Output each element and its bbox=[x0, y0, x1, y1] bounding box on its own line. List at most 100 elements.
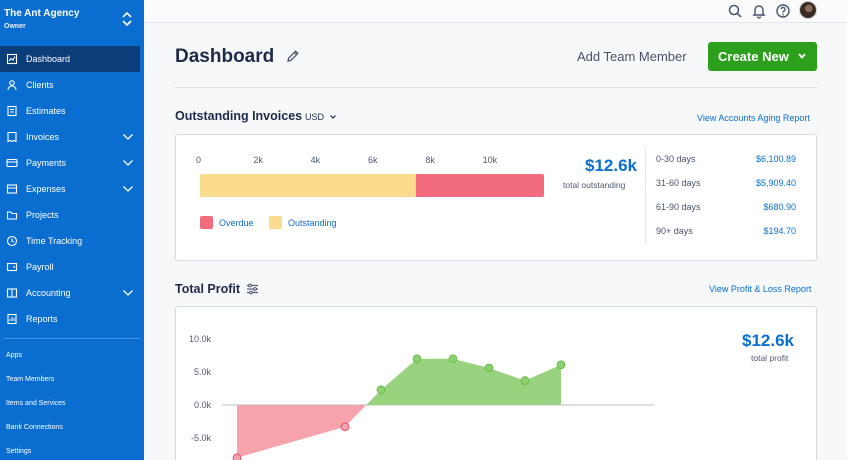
sidebar-item-label: Dashboard bbox=[26, 54, 71, 64]
aging-divider bbox=[645, 147, 646, 243]
invoice-axis-tick: 8k bbox=[425, 155, 435, 165]
legend-overdue-label: Overdue bbox=[219, 217, 254, 228]
y-tick-label: 5.0k bbox=[194, 367, 212, 377]
total-outstanding-caption: total outstanding bbox=[563, 180, 626, 190]
top-bar bbox=[144, 0, 847, 23]
sidebar-item-projects[interactable]: Projects bbox=[0, 202, 144, 228]
total-outstanding-value: $12.6k bbox=[585, 156, 637, 175]
sidebar-item-label: Invoices bbox=[26, 132, 60, 142]
aging-row[interactable]: 31-60 days $5,909.40 bbox=[656, 178, 796, 192]
legend-outstanding-label: Outstanding bbox=[288, 217, 337, 228]
sidebar-subitem-team-members[interactable]: Team Members bbox=[6, 375, 55, 383]
sidebar-item-expenses[interactable]: Expenses bbox=[0, 176, 144, 202]
profit-loss-report-link[interactable]: View Profit & Loss Report bbox=[709, 284, 812, 294]
sidebar-item-label: Accounting bbox=[26, 288, 71, 298]
aging-row[interactable]: 90+ days $194.70 bbox=[656, 226, 796, 240]
outstanding-segment[interactable] bbox=[200, 174, 417, 197]
profit-data-point[interactable] bbox=[340, 422, 350, 432]
currency-label: USD bbox=[305, 112, 325, 122]
outstanding-swatch bbox=[269, 216, 282, 229]
aging-period: 90+ days bbox=[656, 226, 693, 236]
bell-icon[interactable] bbox=[751, 3, 767, 19]
chevron-up-down-icon[interactable] bbox=[120, 11, 134, 27]
main-content: Dashboard Add Team Member Create New Out… bbox=[144, 23, 847, 460]
sidebar-item-invoices[interactable]: Invoices bbox=[0, 124, 144, 150]
aging-amount: $680.90 bbox=[763, 202, 796, 212]
sidebar-subitem-settings[interactable]: Settings bbox=[6, 447, 32, 455]
profit-area bbox=[366, 358, 561, 405]
sidebar-item-label: Clients bbox=[26, 80, 54, 90]
profit-data-point[interactable] bbox=[448, 354, 458, 364]
clock-icon bbox=[6, 235, 18, 247]
search-icon[interactable] bbox=[727, 3, 743, 19]
sidebar-item-label: Projects bbox=[26, 210, 59, 220]
outstanding-invoices-title: Outstanding Invoices bbox=[175, 109, 303, 123]
sidebar-subitem-items-and-services[interactable]: Items and Services bbox=[6, 399, 66, 407]
currency-selector[interactable]: USD bbox=[305, 112, 337, 122]
header-divider bbox=[175, 87, 817, 88]
sidebar-nav: Dashboard Clients Estimates Invoices Payment… bbox=[0, 46, 144, 460]
sidebar-item-payments[interactable]: Payments bbox=[0, 150, 144, 176]
report-icon bbox=[7, 313, 17, 325]
aging-period: 61-90 days bbox=[656, 202, 701, 212]
invoice-axis-tick: 2k bbox=[253, 155, 263, 165]
aging-row[interactable]: 61-90 days $680.90 bbox=[656, 202, 796, 216]
y-tick-label: -5.0k bbox=[191, 433, 212, 443]
credit-card-icon bbox=[6, 158, 18, 168]
chevron-down-icon bbox=[798, 53, 806, 59]
overdue-segment[interactable] bbox=[416, 174, 544, 197]
accounts-aging-report-link[interactable]: View Accounts Aging Report bbox=[697, 113, 810, 123]
sidebar-subitem-apps[interactable]: Apps bbox=[6, 351, 22, 359]
sidebar-item-estimates[interactable]: Estimates bbox=[0, 98, 144, 124]
aging-amount: $6,100.89 bbox=[755, 154, 796, 164]
ledger-icon bbox=[6, 288, 18, 298]
chevron-down-icon[interactable] bbox=[122, 132, 134, 142]
pencil-icon[interactable] bbox=[286, 49, 300, 63]
users-icon bbox=[7, 80, 17, 91]
invoice-axis-tick: 0 bbox=[196, 155, 202, 165]
add-team-member-link[interactable]: Add Team Member bbox=[577, 49, 687, 64]
help-icon[interactable] bbox=[775, 3, 791, 19]
profit-data-point[interactable] bbox=[484, 363, 494, 373]
profit-data-point[interactable] bbox=[412, 354, 422, 364]
sidebar-item-label: Payments bbox=[26, 158, 67, 168]
aging-row[interactable]: 0-30 days $6,100.89 bbox=[656, 154, 796, 168]
sidebar-item-label: Payroll bbox=[26, 262, 54, 272]
receipt-icon bbox=[6, 184, 18, 194]
chevron-down-icon[interactable] bbox=[122, 288, 134, 298]
document-icon bbox=[7, 105, 17, 117]
user-role: Owner bbox=[4, 23, 26, 30]
legend-outstanding: Outstanding bbox=[269, 216, 337, 229]
profit-data-point[interactable] bbox=[376, 385, 386, 395]
invoice-axis-tick: 6k bbox=[368, 155, 378, 165]
profit-data-point[interactable] bbox=[520, 376, 530, 385]
sidebar-subitem-bank-connections[interactable]: Bank Connections bbox=[6, 423, 63, 431]
chevron-down-icon[interactable] bbox=[122, 184, 134, 194]
profit-data-point[interactable] bbox=[232, 453, 242, 460]
sidebar-item-time-tracking[interactable]: Time Tracking bbox=[0, 228, 144, 254]
folder-icon bbox=[6, 211, 18, 220]
legend-overdue: Overdue bbox=[200, 216, 254, 229]
create-new-button[interactable]: Create New bbox=[708, 42, 817, 71]
y-tick-label: 0.0k bbox=[194, 400, 212, 410]
profit-data-point[interactable] bbox=[556, 360, 566, 370]
sidebar-item-clients[interactable]: Clients bbox=[0, 72, 144, 98]
sidebar-divider bbox=[4, 338, 140, 339]
filter-icon[interactable] bbox=[246, 283, 259, 295]
aging-amount: $5,909.40 bbox=[755, 178, 796, 188]
sidebar-item-reports[interactable]: Reports bbox=[0, 306, 144, 332]
business-switcher[interactable]: The Ant Agency Owner bbox=[0, 0, 144, 42]
sidebar-item-accounting[interactable]: Accounting bbox=[0, 280, 144, 306]
sidebar-item-payroll[interactable]: Payroll bbox=[0, 254, 144, 280]
outstanding-invoices-card: 0 2k 4k 6k 8k 10k Overdue Outstanding $12.6k … bbox=[175, 134, 817, 261]
invoice-icon bbox=[7, 131, 17, 143]
profit-chart: 10.0k 5.0k 0.0k -5.0k bbox=[189, 334, 654, 460]
chart-icon bbox=[6, 53, 18, 65]
aging-period: 31-60 days bbox=[656, 178, 701, 188]
chevron-down-icon bbox=[329, 115, 336, 119]
user-avatar[interactable] bbox=[799, 1, 817, 19]
total-profit-card: 10.0k 5.0k 0.0k -5.0k $12.6k total profit bbox=[175, 306, 817, 460]
sidebar-item-label: Reports bbox=[26, 314, 58, 324]
sidebar-item-dashboard[interactable]: Dashboard bbox=[0, 46, 140, 72]
chevron-down-icon[interactable] bbox=[122, 158, 134, 168]
